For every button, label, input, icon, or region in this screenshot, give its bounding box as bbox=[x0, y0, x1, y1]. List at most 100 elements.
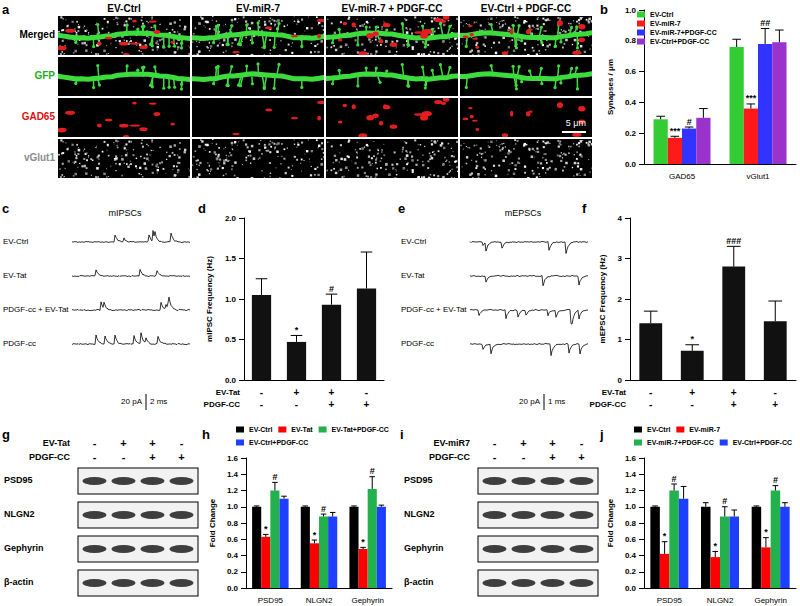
svg-text:NLGN2: NLGN2 bbox=[404, 509, 435, 519]
svg-text:+: + bbox=[520, 437, 526, 449]
svg-text:5 μm: 5 μm bbox=[566, 118, 586, 128]
svg-text:0.2: 0.2 bbox=[625, 567, 637, 576]
svg-text:*: * bbox=[690, 334, 694, 344]
svg-text:-: - bbox=[93, 437, 97, 449]
svg-text:-: - bbox=[522, 451, 526, 463]
svg-text:2.0: 2.0 bbox=[225, 214, 237, 223]
svg-text:vGlut1: vGlut1 bbox=[24, 152, 56, 163]
svg-text:1.6: 1.6 bbox=[625, 454, 637, 463]
svg-text:0.6: 0.6 bbox=[625, 67, 637, 76]
svg-text:Merged: Merged bbox=[19, 29, 55, 40]
svg-text:0.4: 0.4 bbox=[227, 551, 239, 560]
svg-text:*: * bbox=[361, 537, 365, 547]
svg-text:Synapses / μm: Synapses / μm bbox=[606, 59, 615, 115]
svg-text:0.0: 0.0 bbox=[227, 584, 239, 593]
svg-text:EV-Ctrl: EV-Ctrl bbox=[401, 237, 427, 246]
svg-text:1.0: 1.0 bbox=[227, 502, 239, 511]
svg-text:β-actin: β-actin bbox=[4, 577, 34, 587]
svg-text:1.0: 1.0 bbox=[625, 502, 637, 511]
svg-text:-: - bbox=[774, 387, 777, 398]
svg-text:*: * bbox=[764, 527, 768, 537]
svg-text:2 ms: 2 ms bbox=[150, 397, 167, 406]
svg-text:EV-miR-7+PDGF-CC: EV-miR-7+PDGF-CC bbox=[650, 29, 717, 36]
svg-text:1.0: 1.0 bbox=[225, 295, 237, 304]
svg-text:EV-Ctrl: EV-Ctrl bbox=[3, 237, 29, 246]
svg-text:d: d bbox=[198, 201, 206, 216]
svg-text:PSD95: PSD95 bbox=[4, 475, 33, 485]
svg-text:*: * bbox=[264, 524, 268, 534]
svg-text:-: - bbox=[691, 399, 694, 410]
svg-text:-: - bbox=[493, 437, 497, 449]
svg-text:EV-Ctrl+PDGF-CC: EV-Ctrl+PDGF-CC bbox=[733, 439, 792, 446]
svg-text:1: 1 bbox=[618, 335, 623, 344]
svg-text:0.4: 0.4 bbox=[625, 98, 637, 107]
svg-text:0.6: 0.6 bbox=[227, 535, 239, 544]
svg-text:GAD65: GAD65 bbox=[669, 172, 696, 181]
svg-text:+: + bbox=[149, 437, 155, 449]
svg-text:+: + bbox=[329, 387, 335, 398]
svg-text:PDGF-CC: PDGF-CC bbox=[590, 400, 627, 409]
svg-text:-: - bbox=[493, 451, 497, 463]
svg-text:EV-Ctrl: EV-Ctrl bbox=[650, 11, 673, 18]
svg-text:-: - bbox=[295, 399, 298, 410]
svg-text:EV-miR-7: EV-miR-7 bbox=[650, 20, 681, 27]
svg-text:GFP: GFP bbox=[34, 70, 55, 81]
svg-text:PDGF-cc: PDGF-cc bbox=[401, 339, 434, 348]
svg-text:0.6: 0.6 bbox=[625, 535, 637, 544]
svg-text:PDGF-CC: PDGF-CC bbox=[429, 452, 470, 462]
svg-text:+: + bbox=[578, 451, 584, 463]
svg-text:##: ## bbox=[760, 18, 770, 28]
svg-text:+: + bbox=[364, 399, 370, 410]
svg-text:1.2: 1.2 bbox=[625, 486, 637, 495]
svg-text:0.5: 0.5 bbox=[225, 335, 237, 344]
svg-text:EV-miR-7: EV-miR-7 bbox=[689, 426, 720, 433]
svg-text:-: - bbox=[365, 387, 368, 398]
svg-text:-: - bbox=[93, 451, 97, 463]
svg-text:EV-Tat: EV-Tat bbox=[401, 271, 425, 280]
svg-text:1 ms: 1 ms bbox=[548, 397, 565, 406]
svg-text:PDGF-cc: PDGF-cc bbox=[3, 339, 36, 348]
svg-text:EV-miR7: EV-miR7 bbox=[433, 438, 470, 448]
svg-text:*: * bbox=[714, 541, 718, 551]
svg-text:Fold Change: Fold Change bbox=[606, 498, 615, 547]
svg-text:e: e bbox=[398, 201, 405, 216]
svg-text:3: 3 bbox=[618, 254, 623, 263]
svg-text:EV-Tat: EV-Tat bbox=[291, 426, 313, 433]
svg-text:+: + bbox=[731, 387, 737, 398]
svg-text:EV-Tat: EV-Tat bbox=[216, 388, 241, 397]
svg-text:2: 2 bbox=[618, 295, 623, 304]
svg-text:EV-miR-7+PDGF-CC: EV-miR-7+PDGF-CC bbox=[647, 439, 714, 446]
svg-text:f: f bbox=[582, 201, 587, 216]
svg-text:0.8: 0.8 bbox=[625, 36, 637, 45]
svg-text:+: + bbox=[329, 399, 335, 410]
svg-text:***: *** bbox=[670, 126, 681, 136]
svg-text:PDGF-cc + EV-Tat: PDGF-cc + EV-Tat bbox=[3, 305, 69, 314]
svg-text:PSD95: PSD95 bbox=[657, 596, 683, 605]
svg-text:+: + bbox=[549, 437, 555, 449]
svg-text:#: # bbox=[321, 504, 326, 514]
svg-text:EV-Ctrl+PDGF-CC: EV-Ctrl+PDGF-CC bbox=[650, 38, 709, 45]
svg-text:#: # bbox=[773, 475, 778, 485]
svg-text:EV-Ctrl: EV-Ctrl bbox=[647, 426, 670, 433]
svg-text:GAD65: GAD65 bbox=[22, 111, 56, 122]
svg-text:NLGN2: NLGN2 bbox=[4, 509, 35, 519]
svg-text:1.4: 1.4 bbox=[625, 470, 637, 479]
svg-text:β-actin: β-actin bbox=[404, 577, 434, 587]
svg-text:Gephyrin: Gephyrin bbox=[351, 596, 383, 605]
svg-text:1.5: 1.5 bbox=[225, 254, 237, 263]
svg-text:-: - bbox=[260, 399, 263, 410]
svg-text:20 pA: 20 pA bbox=[519, 397, 541, 406]
svg-text:-: - bbox=[580, 437, 584, 449]
svg-text:1.6: 1.6 bbox=[227, 454, 239, 463]
svg-text:Gephyrin: Gephyrin bbox=[754, 596, 786, 605]
svg-text:b: b bbox=[600, 2, 608, 17]
svg-text:Fold Change: Fold Change bbox=[208, 498, 217, 547]
svg-text:c: c bbox=[2, 201, 9, 216]
svg-text:mEPSC Frequency (Hz): mEPSC Frequency (Hz) bbox=[598, 254, 607, 343]
svg-text:i: i bbox=[400, 427, 404, 442]
svg-text:*: * bbox=[295, 325, 299, 335]
svg-text:+: + bbox=[689, 387, 695, 398]
svg-text:EV-Ctrl: EV-Ctrl bbox=[107, 3, 141, 14]
svg-text:-: - bbox=[649, 387, 652, 398]
svg-text:PDGF-CC: PDGF-CC bbox=[204, 400, 241, 409]
